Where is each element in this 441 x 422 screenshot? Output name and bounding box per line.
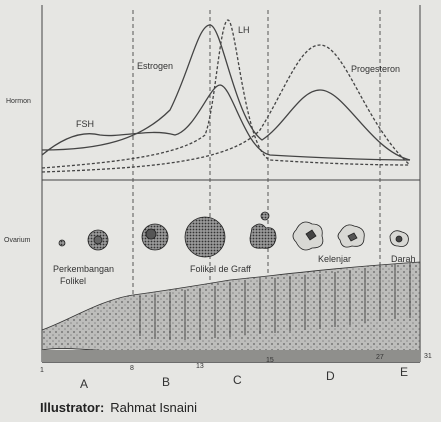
credit-role: Illustrator:	[40, 400, 104, 415]
hormone-curves	[41, 19, 411, 173]
gland-label: Kelenjar	[318, 254, 351, 264]
phase-label: E	[400, 365, 408, 379]
phase-label: B	[162, 375, 170, 389]
progesterone-label: Progesteron	[351, 64, 400, 74]
estrogen-curve	[41, 24, 411, 161]
day-label: 13	[196, 363, 204, 370]
hormone-axis-label: Hormon	[6, 98, 31, 105]
progesterone-curve	[41, 44, 411, 173]
estrogen-label: Estrogen	[137, 61, 173, 71]
endometrium	[41, 261, 421, 356]
fsh-label: FSH	[76, 119, 94, 129]
credit: Illustrator: Rahmat Isnaini	[40, 400, 197, 415]
phase-dividers	[132, 10, 381, 362]
phase-label: D	[326, 369, 335, 383]
day-label: 15	[266, 357, 274, 364]
graafian-label: Folikel de Graff	[190, 264, 251, 274]
day-label: 27	[376, 354, 384, 361]
development-label: Folikel	[60, 276, 86, 286]
credit-name: Rahmat Isnaini	[110, 400, 197, 415]
development-label: Perkembangan	[53, 264, 114, 274]
phase-label: C	[233, 373, 242, 387]
lh-curve	[41, 19, 411, 169]
phase-labels: A B C D E	[80, 365, 408, 391]
day-label: 1	[40, 367, 44, 374]
ovary-axis-label: Ovarium	[4, 237, 31, 244]
endometrium-glands	[139, 263, 411, 340]
day-labels: 1 8 13 15 27 31	[40, 353, 432, 374]
lh-label: LH	[238, 25, 250, 35]
phase-label: A	[80, 377, 88, 391]
blood-label: Darah	[391, 254, 416, 264]
endometrium-base	[42, 350, 420, 362]
fsh-curve	[41, 84, 411, 161]
follicles	[58, 211, 409, 258]
day-label: 8	[130, 365, 134, 372]
day-label: 31	[424, 353, 432, 360]
